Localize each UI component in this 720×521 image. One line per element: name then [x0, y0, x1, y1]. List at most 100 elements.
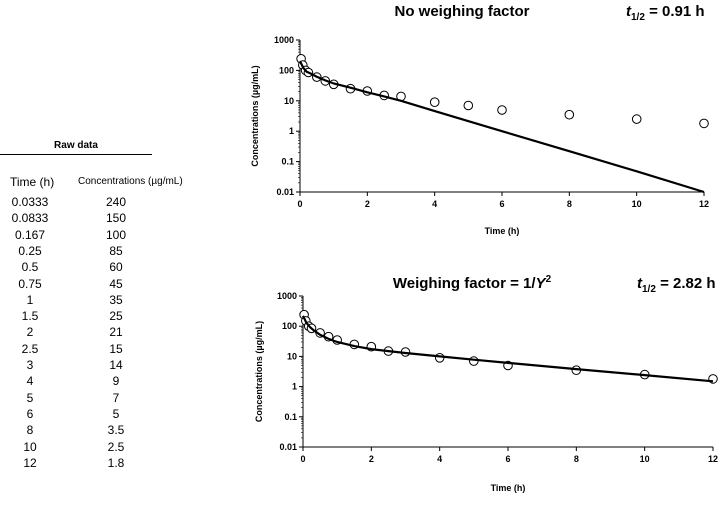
- chart-title: Weighing factor = 1/Y2: [393, 274, 552, 292]
- chart-no-weighing: 0.01 0.1 1 10 100 1000 0 2 4 6 8 10 12 Time (h) Concen…: [250, 3, 709, 236]
- x-tick-label: 12: [699, 199, 709, 209]
- data-point: [463, 100, 474, 111]
- data-point: [469, 356, 479, 366]
- x-tick-label: 0: [300, 454, 305, 464]
- table-row: 1.5 25: [0, 309, 160, 324]
- x-tick-label: 10: [632, 199, 642, 209]
- x-tick-label: 8: [574, 454, 579, 464]
- table-row: 0.167 100: [0, 228, 160, 243]
- concentration-cell: 240: [105, 195, 127, 209]
- y-tick-label: 0.01: [279, 442, 297, 452]
- y-axis-label: Concentrations (µg/mL): [254, 321, 264, 422]
- time-cell: 0.0833: [11, 211, 49, 226]
- x-tick-label: 8: [567, 199, 572, 209]
- x-tick-label: 12: [708, 454, 718, 464]
- data-point: [631, 114, 642, 124]
- table-row: 0.75 45: [0, 277, 160, 292]
- data-point: [434, 353, 445, 363]
- half-life-value: = 0.91 h: [645, 3, 705, 20]
- concentration-column-header: Concentrations (µg/mL): [78, 176, 183, 187]
- y-tick-label: 0.1: [281, 157, 294, 167]
- table-row: 2.5 15: [0, 342, 160, 357]
- concentration-cell: 45: [109, 276, 123, 291]
- time-cell: 4: [26, 374, 34, 389]
- x-tick-label: 6: [499, 199, 504, 209]
- table-row: 0.5 60: [0, 260, 160, 275]
- chart-weighing: 0.01 0.1 1 10 100 1000 0 2 4 6 8 10 12 Time (h) Concen…: [254, 274, 718, 493]
- time-cell: 2: [26, 325, 34, 340]
- time-cell: 1.5: [21, 309, 39, 324]
- half-life-symbol: t: [637, 275, 643, 292]
- y-tick-label: 0.1: [284, 412, 297, 422]
- table-row: 2 21: [0, 325, 160, 340]
- x-axis-label: Time (h): [491, 483, 526, 493]
- x-tick-label: 4: [437, 454, 442, 464]
- table-row: 12 1.8: [0, 456, 160, 471]
- time-cell: 2.5: [21, 341, 39, 356]
- raw-data-title: Raw data: [54, 140, 98, 151]
- x-tick-label: 0: [297, 199, 302, 209]
- table-row: 0.0333 240: [0, 195, 160, 210]
- y-tick-label: 100: [279, 65, 294, 75]
- half-life-subscript: 1/2: [642, 284, 656, 295]
- concentration-cell: 5: [112, 406, 120, 421]
- table-row: 0.25 85: [0, 244, 160, 259]
- time-cell: 3: [26, 358, 34, 372]
- y-tick-label: 10: [284, 96, 294, 106]
- data-point: [564, 109, 575, 120]
- table-row: 0.0833 150: [0, 211, 160, 226]
- half-life-symbol: t: [626, 3, 632, 20]
- x-tick-label: 4: [432, 199, 437, 209]
- concentration-cell: 100: [105, 227, 127, 242]
- half-life-subscript: 1/2: [631, 12, 645, 23]
- half-life-label: t1/2 = 0.91 h: [626, 3, 705, 23]
- data-point: [497, 105, 507, 115]
- time-cell: 0.0333: [11, 195, 49, 209]
- table-row: 3 14: [0, 358, 160, 373]
- time-cell: 1: [26, 292, 34, 307]
- concentration-cell: 14: [109, 358, 123, 372]
- x-axis-label: Time (h): [485, 226, 520, 236]
- y-tick-label: 10: [287, 351, 297, 361]
- y-tick-label: 1000: [274, 35, 294, 45]
- concentration-cell: 35: [109, 292, 123, 307]
- y-tick-label: 1000: [277, 291, 297, 301]
- time-cell: 0.25: [18, 243, 42, 258]
- concentration-cell: 1.8: [107, 455, 125, 470]
- y-tick-label: 1: [289, 126, 294, 136]
- time-cell: 5: [26, 390, 34, 405]
- fitted-curve: [299, 60, 705, 194]
- concentration-cell: 60: [109, 260, 123, 275]
- half-life-label: t1/2 = 2.82 h: [637, 275, 716, 295]
- y-axis-label: Concentrations (µg/mL): [250, 65, 260, 166]
- data-point: [429, 97, 440, 107]
- time-cell: 12: [23, 455, 37, 470]
- concentration-cell: 21: [109, 325, 123, 340]
- x-tick-label: 6: [505, 454, 510, 464]
- time-cell: 8: [26, 423, 34, 438]
- chart-title-variable: Y: [536, 275, 548, 292]
- time-cell: 10: [23, 439, 37, 454]
- concentration-cell: 9: [112, 374, 120, 389]
- fitted-curve: [302, 315, 714, 383]
- raw-data-rule: [0, 154, 152, 155]
- time-cell: 6: [26, 406, 34, 421]
- y-tick-label: 0.01: [276, 187, 294, 197]
- data-point: [699, 118, 709, 129]
- concentration-cell: 150: [105, 211, 127, 226]
- x-tick-label: 2: [369, 454, 374, 464]
- time-column-header: Time (h): [10, 175, 55, 189]
- time-cell: 0.75: [18, 276, 42, 291]
- time-cell: 0.167: [14, 227, 46, 242]
- x-tick-label: 2: [365, 199, 370, 209]
- half-life-value: = 2.82 h: [656, 275, 716, 292]
- concentration-cell: 85: [109, 243, 123, 258]
- concentration-cell: 7: [112, 390, 120, 405]
- concentration-cell: 15: [109, 341, 123, 356]
- chart-title: No weighing factor: [395, 3, 530, 20]
- table-row: 1 35: [0, 293, 160, 308]
- concentration-cell: 2.5: [107, 439, 125, 454]
